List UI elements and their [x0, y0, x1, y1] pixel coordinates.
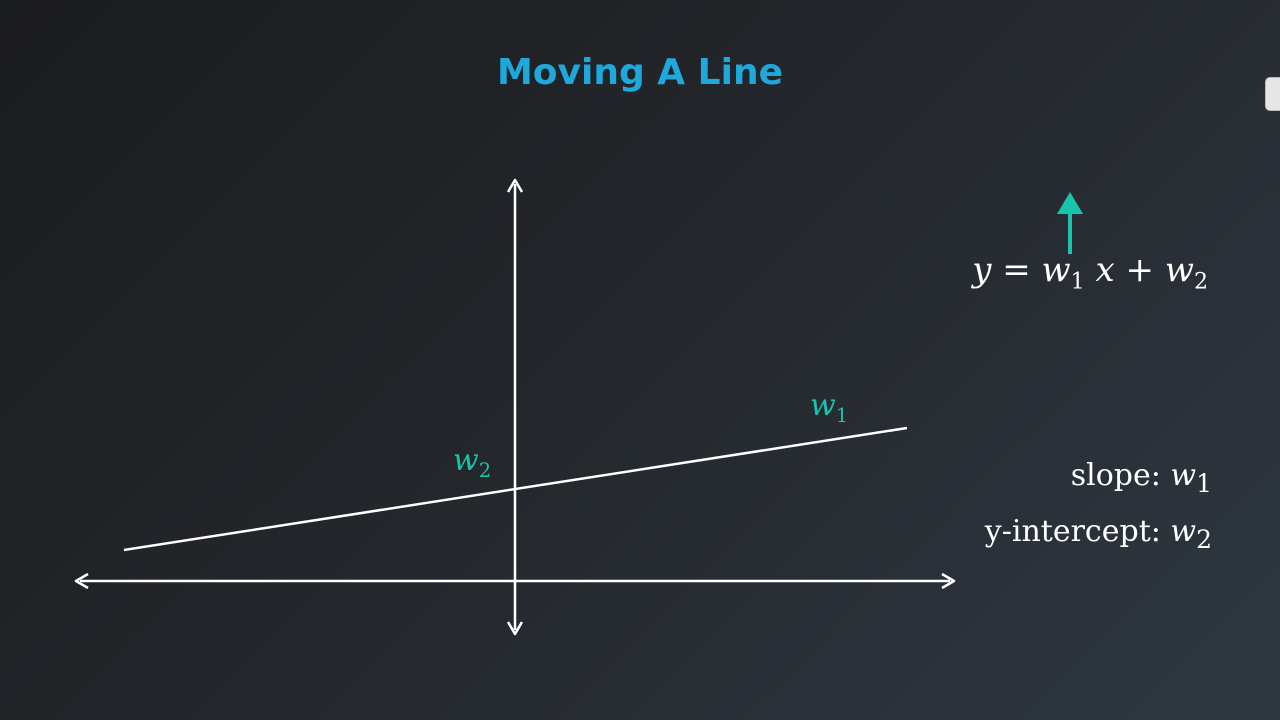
equation-x: x	[1095, 250, 1115, 290]
equation-w2: w	[1164, 250, 1194, 290]
slope-label: w1	[810, 388, 848, 427]
equation-w2-sub: 2	[1193, 268, 1208, 295]
intercept-legend-row: y-intercept: w2	[985, 508, 1212, 564]
page-title: Moving A Line	[496, 52, 783, 93]
equation-w1-sub: 1	[1070, 268, 1085, 295]
intercept-subscript: 2	[478, 458, 492, 482]
equation-equals: =	[1002, 250, 1031, 290]
intercept-symbol: w	[453, 443, 479, 478]
up-arrow-icon	[1057, 192, 1083, 254]
equation-w1: w	[1041, 250, 1071, 290]
equation-plus: +	[1125, 250, 1155, 290]
intercept-legend-symbol: w	[1170, 514, 1197, 549]
intercept-legend-sub: 2	[1196, 525, 1212, 554]
slope-legend-sub: 1	[1196, 469, 1212, 498]
slope-subscript: 1	[835, 403, 849, 427]
intercept-legend-label: y-intercept:	[984, 514, 1161, 549]
y-axis	[506, 178, 524, 636]
intercept-label: w2	[453, 443, 491, 482]
slope-legend-row: slope: w1	[985, 452, 1212, 508]
side-panel-tab[interactable]	[1265, 77, 1280, 111]
slope-legend-label: slope:	[1070, 458, 1161, 493]
slope-legend-symbol: w	[1170, 458, 1197, 493]
parameter-legend: slope: w1 y-intercept: w2	[985, 452, 1212, 564]
line-equation: y = w1 x + w2	[972, 250, 1208, 295]
equation-lhs: y	[972, 250, 992, 290]
fitted-line	[123, 426, 908, 552]
slope-symbol: w	[810, 388, 836, 423]
